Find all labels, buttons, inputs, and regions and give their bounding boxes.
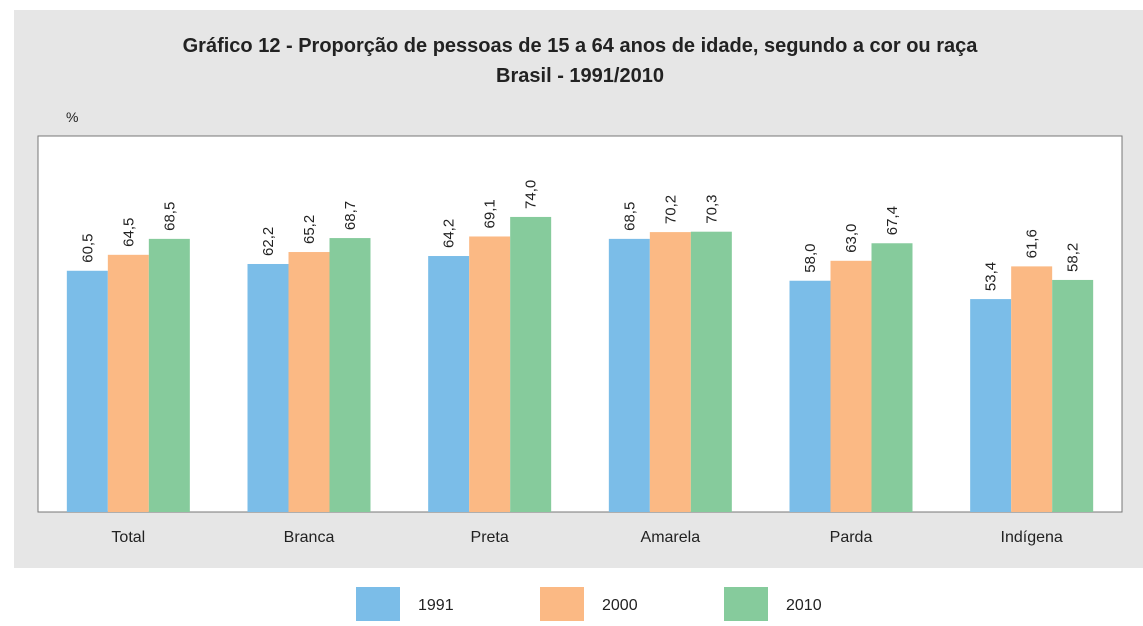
value-label: 68,5	[161, 202, 178, 231]
value-label: 58,2	[1065, 243, 1082, 272]
chart-title: Gráfico 12 - Proporção de pessoas de 15 …	[183, 35, 979, 57]
bar	[649, 232, 691, 512]
bar	[107, 254, 149, 512]
value-label: 58,0	[802, 244, 819, 273]
value-label: 67,4	[884, 206, 901, 235]
bar	[510, 216, 552, 512]
bar	[830, 260, 872, 512]
legend-label: 1991	[418, 597, 454, 614]
value-label: 63,0	[843, 224, 860, 253]
value-label: 64,2	[441, 219, 458, 248]
value-label: 60,5	[79, 234, 96, 263]
chart-subtitle: Brasil - 1991/2010	[496, 65, 664, 87]
value-label: 61,6	[1024, 229, 1041, 258]
x-tick-label: Parda	[830, 529, 873, 546]
bar	[428, 256, 470, 512]
value-label: 68,7	[342, 201, 359, 230]
legend-label: 2000	[602, 597, 638, 614]
bar	[608, 238, 650, 512]
value-label: 53,4	[983, 262, 1000, 291]
bar	[1011, 266, 1053, 512]
bar	[469, 236, 511, 513]
value-label: 70,2	[662, 195, 679, 224]
bar	[970, 299, 1012, 512]
bar	[66, 270, 108, 512]
value-label: 70,3	[703, 194, 720, 223]
bar	[1052, 279, 1094, 512]
value-label: 68,5	[621, 202, 638, 231]
legend-swatch	[724, 587, 768, 621]
x-tick-label: Branca	[284, 529, 335, 546]
value-label: 62,2	[260, 227, 277, 256]
x-tick-label: Preta	[471, 529, 509, 546]
bar	[690, 231, 732, 513]
legend-label: 2010	[786, 597, 822, 614]
legend-swatch	[540, 587, 584, 621]
value-label: 65,2	[301, 215, 318, 244]
plot-area	[37, 135, 1123, 513]
legend-swatch	[356, 587, 400, 621]
bar	[871, 243, 913, 512]
x-tick-label: Indígena	[1001, 529, 1063, 546]
bar	[247, 263, 289, 512]
value-label: 74,0	[523, 180, 540, 209]
bar	[329, 238, 371, 513]
bar	[789, 280, 831, 512]
bar	[148, 238, 190, 512]
value-label: 64,5	[120, 218, 137, 247]
bar	[288, 252, 330, 512]
x-tick-label: Total	[111, 529, 145, 546]
x-tick-label: Amarela	[641, 529, 701, 546]
y-axis-label: %	[66, 109, 78, 125]
value-label: 69,1	[482, 199, 499, 228]
